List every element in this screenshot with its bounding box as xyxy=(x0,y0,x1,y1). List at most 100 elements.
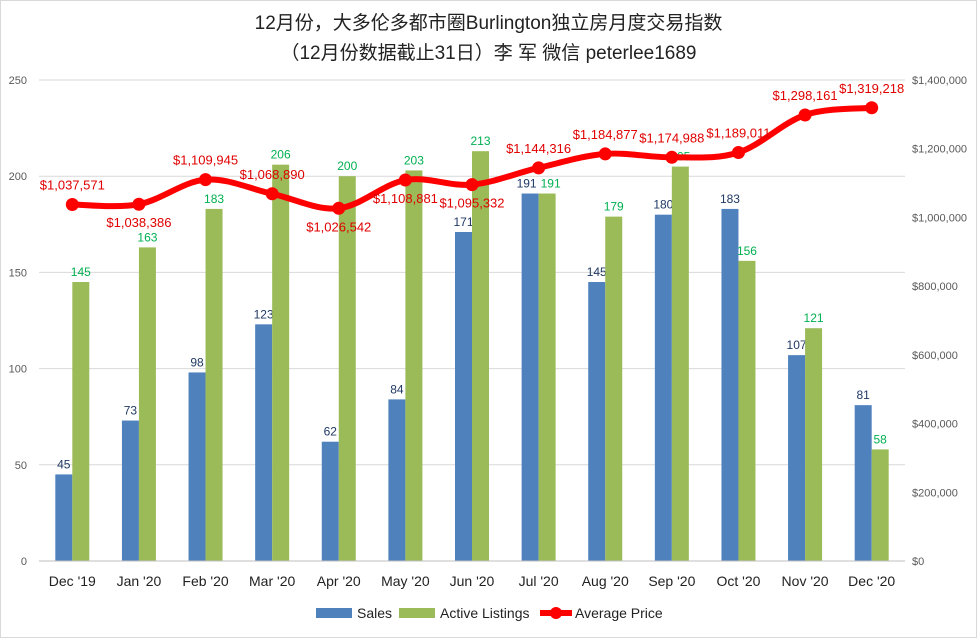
x-tick-label: Sep '20 xyxy=(648,573,695,589)
right-tick-label: $0 xyxy=(912,556,924,568)
right-tick-label: $400,000 xyxy=(912,419,958,431)
sales-data-label: 183 xyxy=(720,192,740,206)
sales-bar xyxy=(588,282,606,561)
price-data-label: $1,095,332 xyxy=(439,196,504,211)
price-data-label: $1,189,011 xyxy=(706,125,770,140)
sales-data-label: 81 xyxy=(857,388,871,402)
x-tick-label: Jan '20 xyxy=(117,573,162,589)
listings-bar xyxy=(538,193,556,562)
price-data-label: $1,109,945 xyxy=(173,153,238,168)
average-price-marker xyxy=(731,145,745,159)
sales-bar xyxy=(521,193,539,562)
x-tick-label: Mar '20 xyxy=(249,573,295,589)
listings-data-label: 191 xyxy=(541,177,561,191)
x-tick-label: Feb '20 xyxy=(182,573,228,589)
legend-sales-label: Sales xyxy=(357,605,392,621)
listings-bar xyxy=(472,151,489,562)
price-data-label: $1,144,316 xyxy=(506,141,571,156)
sales-data-label: 180 xyxy=(653,198,673,212)
legend-sales-swatch xyxy=(316,608,352,618)
legend-price-label: Average Price xyxy=(575,605,663,621)
sales-bar xyxy=(788,355,806,561)
average-price-marker xyxy=(865,101,879,115)
listings-bar xyxy=(805,328,823,561)
x-tick-label: Jun '20 xyxy=(450,573,495,589)
left-tick-label: 0 xyxy=(21,556,27,568)
average-price-marker xyxy=(598,147,612,161)
sales-data-label: 98 xyxy=(190,355,204,369)
listings-bar xyxy=(605,216,623,561)
price-data-label: $1,298,161 xyxy=(773,88,838,103)
listings-bar xyxy=(205,208,223,561)
sales-bar xyxy=(854,405,872,561)
sales-data-label: 191 xyxy=(517,177,537,191)
left-tick-label: 150 xyxy=(9,267,27,279)
average-price-marker xyxy=(265,187,279,201)
x-tick-label: Dec '20 xyxy=(848,573,895,589)
average-price-marker xyxy=(532,161,546,175)
sales-bar xyxy=(121,420,139,561)
listings-bar xyxy=(671,166,689,561)
average-price-marker xyxy=(798,108,812,122)
left-tick-label: 250 xyxy=(9,75,27,87)
listings-data-label: 183 xyxy=(204,192,224,206)
listings-bar xyxy=(138,247,156,561)
right-tick-label: $1,000,000 xyxy=(912,212,967,224)
x-tick-label: Apr '20 xyxy=(317,573,361,589)
listings-data-label: 203 xyxy=(404,153,424,167)
listings-bar xyxy=(338,176,356,561)
average-price-marker xyxy=(132,197,146,211)
price-data-label: $1,319,218 xyxy=(839,81,904,96)
average-price-marker xyxy=(665,150,679,164)
x-tick-label: Jul '20 xyxy=(519,573,559,589)
sales-bar xyxy=(388,399,406,561)
average-price-marker xyxy=(465,178,479,192)
price-data-label: $1,037,571 xyxy=(40,178,105,193)
listings-data-label: 200 xyxy=(337,159,357,173)
average-price-marker xyxy=(199,173,213,187)
listings-bar xyxy=(72,282,90,561)
price-data-label: $1,174,988 xyxy=(639,130,704,145)
sales-bar xyxy=(721,208,739,561)
listings-data-label: 156 xyxy=(737,244,757,258)
price-data-label: $1,184,877 xyxy=(573,127,638,142)
sales-data-label: 45 xyxy=(57,457,71,471)
legend-listings-swatch xyxy=(399,608,435,618)
sales-bar xyxy=(455,231,472,561)
listings-data-label: 145 xyxy=(71,265,91,279)
average-price-marker xyxy=(398,173,412,187)
left-tick-label: 200 xyxy=(9,171,27,183)
price-data-label: $1,108,881 xyxy=(373,191,438,206)
sales-data-label: 145 xyxy=(587,265,607,279)
listings-bar xyxy=(405,170,423,562)
listings-data-label: 163 xyxy=(137,230,157,244)
right-tick-label: $800,000 xyxy=(912,281,958,293)
sales-bar xyxy=(188,372,206,561)
x-tick-label: Dec '19 xyxy=(49,573,96,589)
listings-data-label: 179 xyxy=(604,200,624,214)
right-tick-label: $200,000 xyxy=(912,487,958,499)
price-data-label: $1,038,386 xyxy=(106,215,171,230)
sales-data-label: 123 xyxy=(254,307,274,321)
right-tick-label: $600,000 xyxy=(912,350,958,362)
listings-data-label: 121 xyxy=(804,311,824,325)
legend-price-marker xyxy=(550,607,562,619)
left-tick-label: 100 xyxy=(9,364,27,376)
legend-listings-label: Active Listings xyxy=(440,605,529,621)
right-tick-label: $1,400,000 xyxy=(912,75,967,87)
x-tick-label: Aug '20 xyxy=(582,573,629,589)
x-tick-label: Nov '20 xyxy=(782,573,829,589)
listings-data-label: 213 xyxy=(470,134,490,148)
sales-bar xyxy=(255,324,273,561)
sales-data-label: 107 xyxy=(787,338,807,352)
sales-data-label: 84 xyxy=(390,382,404,396)
x-tick-label: Oct '20 xyxy=(717,573,761,589)
average-price-marker xyxy=(332,201,346,215)
sales-data-label: 171 xyxy=(453,215,473,229)
listings-data-label: 206 xyxy=(271,148,291,162)
sales-bar xyxy=(321,441,339,561)
sales-data-label: 73 xyxy=(124,404,138,418)
chart-subtitle: （12月份数据截止31日）李 军 微信 peterlee1689 xyxy=(280,43,697,64)
listings-data-label: 58 xyxy=(874,432,888,446)
